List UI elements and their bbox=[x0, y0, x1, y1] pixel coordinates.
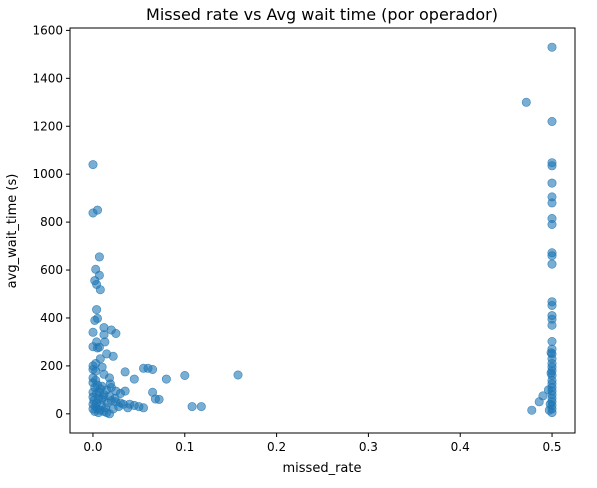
plot-frame bbox=[69, 27, 576, 434]
data-point bbox=[148, 364, 158, 374]
x-tick-label: 0.3 bbox=[359, 440, 378, 454]
data-point bbox=[88, 160, 98, 170]
y-tick-label: 600 bbox=[40, 263, 63, 277]
data-point bbox=[233, 370, 243, 380]
data-point bbox=[88, 327, 98, 337]
data-point bbox=[110, 393, 120, 403]
x-tick-label: 0.0 bbox=[83, 440, 102, 454]
data-point bbox=[547, 336, 557, 346]
x-tick-label: 0.5 bbox=[542, 440, 561, 454]
y-tick-label: 1200 bbox=[32, 119, 63, 133]
y-axis: 0 200 400 600 800 1000 1200 1400 1600 bbox=[32, 23, 70, 421]
data-point bbox=[93, 205, 103, 215]
x-tick-label: 0.1 bbox=[175, 440, 194, 454]
y-tick-label: 1600 bbox=[32, 23, 63, 37]
data-point bbox=[180, 370, 190, 380]
data-point bbox=[94, 387, 104, 397]
data-point bbox=[543, 385, 553, 395]
data-point bbox=[547, 42, 557, 52]
data-point bbox=[94, 252, 104, 262]
data-point bbox=[547, 161, 557, 171]
data-point bbox=[94, 342, 104, 352]
points-layer bbox=[88, 42, 557, 419]
data-point bbox=[120, 367, 130, 377]
chart-title: Missed rate vs Avg wait time (por operad… bbox=[146, 5, 498, 24]
data-point bbox=[196, 402, 206, 412]
y-axis-label: avg_wait_time (s) bbox=[5, 174, 20, 289]
data-point bbox=[527, 405, 537, 415]
y-tick-label: 1000 bbox=[32, 167, 63, 181]
data-point bbox=[161, 374, 171, 384]
x-tick-label: 0.2 bbox=[267, 440, 286, 454]
data-point bbox=[521, 97, 531, 107]
data-point bbox=[92, 305, 102, 315]
data-point bbox=[546, 348, 556, 358]
data-point bbox=[111, 328, 121, 338]
y-tick-label: 800 bbox=[40, 215, 63, 229]
x-axis-label: missed_rate bbox=[283, 461, 362, 476]
data-point bbox=[123, 403, 133, 413]
data-point bbox=[547, 259, 557, 269]
data-point bbox=[187, 402, 197, 412]
data-point bbox=[546, 368, 556, 378]
y-tick-label: 200 bbox=[40, 359, 63, 373]
data-point bbox=[534, 397, 544, 407]
data-point bbox=[120, 386, 130, 396]
data-point bbox=[154, 394, 164, 404]
data-point bbox=[139, 403, 149, 413]
y-tick-label: 0 bbox=[55, 407, 63, 421]
x-axis: 0.0 0.1 0.2 0.3 0.4 0.5 bbox=[83, 433, 562, 454]
data-point bbox=[544, 405, 554, 415]
data-point bbox=[129, 374, 139, 384]
data-point bbox=[100, 337, 110, 347]
data-point bbox=[105, 379, 115, 389]
x-tick-label: 0.4 bbox=[451, 440, 470, 454]
data-point bbox=[90, 315, 100, 325]
data-point bbox=[547, 198, 557, 208]
y-tick-label: 400 bbox=[40, 311, 63, 325]
data-point bbox=[547, 320, 557, 330]
data-point bbox=[547, 300, 557, 310]
data-point bbox=[547, 178, 557, 188]
y-tick-label: 1400 bbox=[32, 71, 63, 85]
data-point bbox=[108, 351, 118, 361]
data-point bbox=[88, 404, 98, 414]
data-point bbox=[547, 220, 557, 230]
data-point bbox=[547, 117, 557, 127]
data-point bbox=[547, 251, 557, 261]
data-point bbox=[95, 285, 105, 295]
